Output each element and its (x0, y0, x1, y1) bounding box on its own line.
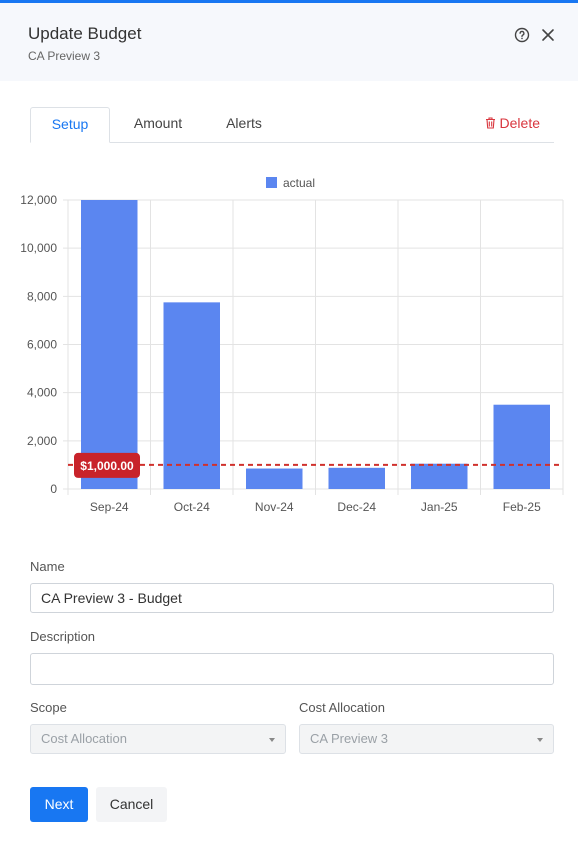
delete-label: Delete (499, 115, 540, 131)
bar-jan-25 (411, 463, 468, 489)
tab-amount[interactable]: Amount (133, 115, 183, 131)
bar-nov-24 (246, 468, 303, 489)
top-accent-bar (0, 0, 578, 3)
chart-legend: actual (266, 176, 315, 190)
x-tick-label: Oct-24 (174, 500, 210, 514)
scope-select[interactable]: Cost Allocation (30, 724, 286, 754)
x-tick-label: Feb-25 (503, 500, 541, 514)
y-tick-label: 0 (50, 482, 57, 496)
y-tick-label: 8,000 (27, 289, 57, 303)
tab-bar: Setup Amount Alerts Delete (30, 107, 554, 143)
x-tick-label: Nov-24 (255, 500, 294, 514)
bar-oct-24 (163, 302, 220, 489)
dialog-header: Update Budget CA Preview 3 (0, 3, 578, 81)
chevron-down-icon (537, 738, 543, 742)
threshold-label: $1,000.00 (80, 459, 134, 473)
x-tick-label: Sep-24 (90, 500, 129, 514)
tab-alerts[interactable]: Alerts (226, 115, 262, 131)
y-tick-label: 4,000 (27, 386, 57, 400)
close-icon[interactable] (540, 27, 556, 43)
bar-feb-25 (493, 404, 550, 489)
scope-value: Cost Allocation (41, 731, 127, 746)
bar-dec-24 (328, 467, 385, 489)
threshold-badge (74, 452, 140, 478)
help-circle-icon[interactable] (514, 27, 530, 43)
dialog-title: Update Budget (28, 24, 142, 43)
y-tick-label: 10,000 (20, 241, 57, 255)
trash-icon (485, 117, 495, 129)
cancel-button[interactable]: Cancel (96, 787, 167, 822)
cost-allocation-label: Cost Allocation (299, 700, 385, 715)
chevron-down-icon (269, 738, 275, 742)
name-label: Name (30, 559, 65, 574)
dialog-subtitle: CA Preview 3 (28, 49, 101, 63)
cost-allocation-select[interactable]: CA Preview 3 (299, 724, 554, 754)
y-tick-label: 12,000 (20, 193, 57, 207)
bar-sep-24 (81, 200, 138, 489)
next-button[interactable]: Next (30, 787, 88, 822)
budget-bar-chart: 0 2,000 4,000 6,000 8,000 10,000 12,000 Sep-24 O… (20, 193, 564, 514)
scope-label: Scope (30, 700, 67, 715)
legend-label: actual (283, 176, 316, 190)
cost-allocation-value: CA Preview 3 (310, 731, 389, 746)
x-tick-label: Dec-24 (337, 500, 376, 514)
description-field[interactable] (30, 653, 554, 685)
y-tick-label: 2,000 (27, 434, 57, 448)
description-label: Description (30, 629, 96, 644)
y-tick-label: 6,000 (27, 338, 57, 352)
x-tick-label: Jan-25 (421, 500, 458, 514)
name-field[interactable]: CA Preview 3 - Budget (30, 583, 554, 613)
delete-button[interactable]: Delete (485, 107, 540, 142)
tab-setup[interactable]: Setup (30, 107, 110, 143)
legend-swatch (266, 177, 277, 188)
